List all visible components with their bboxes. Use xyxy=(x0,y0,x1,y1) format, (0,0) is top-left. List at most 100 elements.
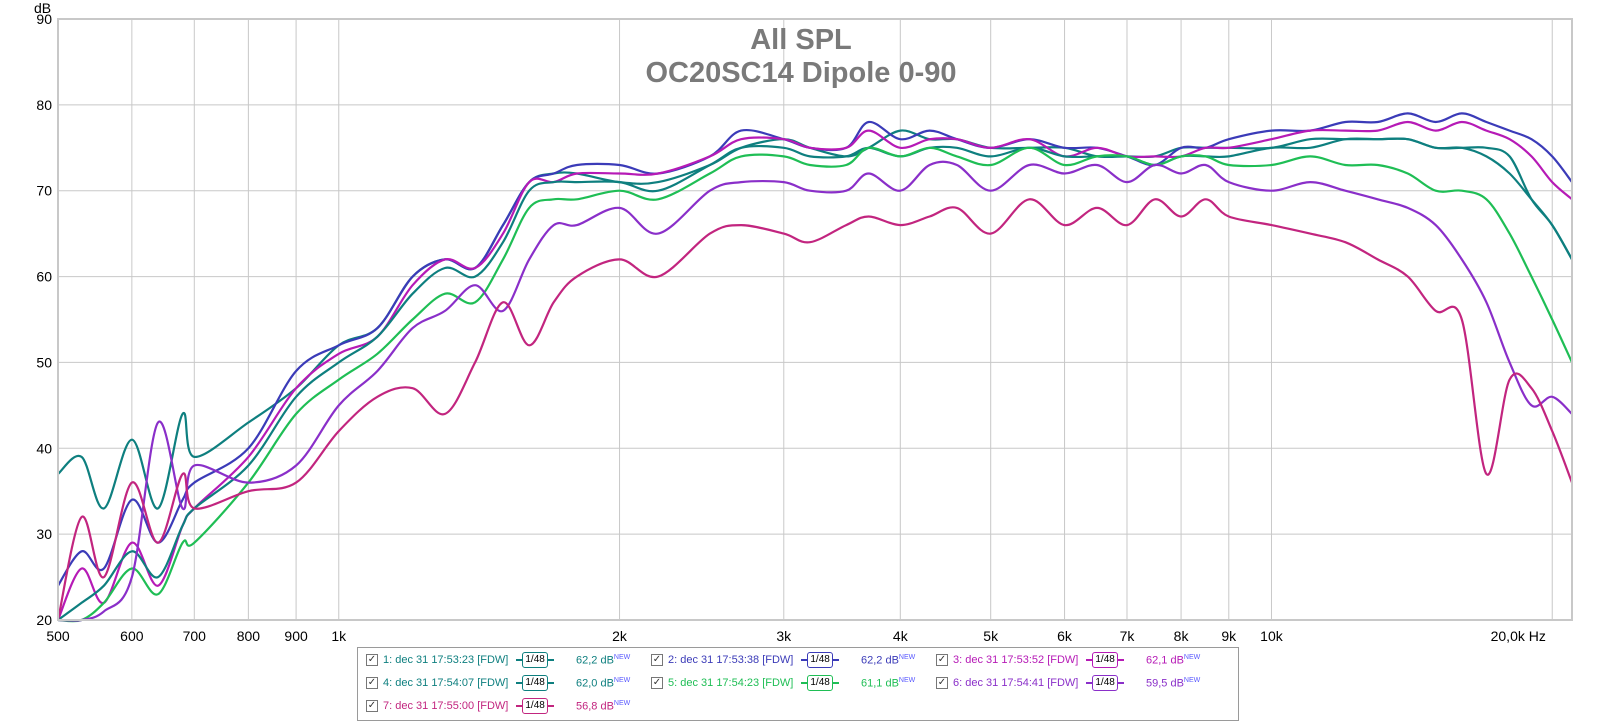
legend-item-5[interactable]: ✓ 5: dec 31 17:54:23 [FDW] 1/48 61,1 dBNEW xyxy=(651,673,915,693)
smoothing-dash xyxy=(1086,682,1093,684)
x-tick-label: 8k xyxy=(1174,628,1190,644)
legend-series-name: 2: dec 31 17:53:38 [FDW] xyxy=(668,654,794,666)
legend-level-value: 62,1 dB xyxy=(1146,654,1184,667)
smoothing-dash xyxy=(1086,659,1093,661)
legend-item-4[interactable]: ✓ 4: dec 31 17:54:07 [FDW] 1/48 62,0 dBNEW xyxy=(366,673,630,693)
smoothing-indicator[interactable]: 1/48 xyxy=(801,675,839,691)
legend: ✓ 1: dec 31 17:53:23 [FDW] 1/48 62,2 dBNEW ✓… xyxy=(357,647,1239,721)
smoothing-indicator[interactable]: 1/48 xyxy=(1086,675,1124,691)
smoothing-dash xyxy=(516,682,523,684)
legend-level-value: 56,8 dB xyxy=(576,700,614,713)
new-tag: NEW xyxy=(613,699,631,707)
plot-frame xyxy=(57,18,1573,621)
legend-checkbox[interactable]: ✓ xyxy=(366,677,378,689)
legend-series-name: 4: dec 31 17:54:07 [FDW] xyxy=(383,677,509,689)
smoothing-label: 1/48 xyxy=(522,698,548,714)
legend-checkbox[interactable]: ✓ xyxy=(366,700,378,712)
y-tick-label: 80 xyxy=(36,97,52,113)
legend-item-1[interactable]: ✓ 1: dec 31 17:53:23 [FDW] 1/48 62,2 dBNEW xyxy=(366,650,630,670)
legend-level: 56,8 dBNEW xyxy=(576,700,630,713)
smoothing-indicator[interactable]: 1/48 xyxy=(801,652,839,668)
y-tick-label: 40 xyxy=(36,440,52,456)
legend-item-6[interactable]: ✓ 6: dec 31 17:54:41 [FDW] 1/48 59,5 dBNEW xyxy=(936,673,1200,693)
smoothing-dash xyxy=(832,659,839,661)
series-line-4 xyxy=(57,137,1573,621)
legend-checkbox[interactable]: ✓ xyxy=(651,654,663,666)
legend-level-value: 62,2 dB xyxy=(861,654,899,667)
y-tick-label: 20 xyxy=(36,612,52,628)
smoothing-dash xyxy=(1117,682,1124,684)
smoothing-indicator[interactable]: 1/48 xyxy=(516,698,554,714)
smoothing-dash xyxy=(832,682,839,684)
legend-level: 62,1 dBNEW xyxy=(1146,654,1200,667)
smoothing-dash xyxy=(547,659,554,661)
smoothing-indicator[interactable]: 1/48 xyxy=(516,675,554,691)
legend-series-name: 5: dec 31 17:54:23 [FDW] xyxy=(668,677,794,689)
legend-checkbox[interactable]: ✓ xyxy=(651,677,663,689)
y-tick-label: 60 xyxy=(36,269,52,285)
y-axis-label: dB xyxy=(34,0,51,16)
y-tick-label: 90 xyxy=(36,11,52,27)
legend-level: 62,2 dBNEW xyxy=(576,654,630,667)
legend-level-value: 59,5 dB xyxy=(1146,677,1184,690)
x-tick-label: 1k xyxy=(331,628,347,644)
new-tag: NEW xyxy=(613,676,631,684)
x-tick-label: 700 xyxy=(183,628,207,644)
x-tick-label: 20,0k Hz xyxy=(1491,628,1546,644)
x-tick-label: 800 xyxy=(237,628,261,644)
x-tick-label: 2k xyxy=(612,628,628,644)
legend-item-3[interactable]: ✓ 3: dec 31 17:53:52 [FDW] 1/48 62,1 dBNEW xyxy=(936,650,1200,670)
x-tick-label: 6k xyxy=(1057,628,1073,644)
smoothing-indicator[interactable]: 1/48 xyxy=(1086,652,1124,668)
new-tag: NEW xyxy=(1183,676,1201,684)
smoothing-dash xyxy=(547,682,554,684)
legend-item-7[interactable]: ✓ 7: dec 31 17:55:00 [FDW] 1/48 56,8 dBNEW xyxy=(366,696,630,716)
series-line-6 xyxy=(57,160,1573,622)
smoothing-dash xyxy=(516,659,523,661)
legend-level: 62,0 dBNEW xyxy=(576,677,630,690)
smoothing-label: 1/48 xyxy=(1092,675,1118,691)
series-line-3 xyxy=(56,120,1573,621)
legend-checkbox[interactable]: ✓ xyxy=(936,654,948,666)
legend-checkbox[interactable]: ✓ xyxy=(936,677,948,689)
x-tick-label: 7k xyxy=(1120,628,1136,644)
x-tick-label: 5k xyxy=(983,628,999,644)
x-tick-label: 500 xyxy=(46,628,70,644)
axis-ticks: 20 30 40 50 60 70 80 90 500 600 700 800 900 1k 2k 3k 4k 5… xyxy=(36,11,1545,644)
legend-series-name: 6: dec 31 17:54:41 [FDW] xyxy=(953,677,1079,689)
legend-level: 62,2 dBNEW xyxy=(861,654,915,667)
y-tick-label: 70 xyxy=(36,183,52,199)
new-tag: NEW xyxy=(1183,653,1201,661)
spl-chart: 20 30 40 50 60 70 80 90 500 600 700 800 900 1k 2k 3k 4k 5… xyxy=(34,0,1574,644)
y-tick-label: 30 xyxy=(36,526,52,542)
legend-series-name: 7: dec 31 17:55:00 [FDW] xyxy=(383,700,509,712)
legend-item-2[interactable]: ✓ 2: dec 31 17:53:38 [FDW] 1/48 62,2 dBNEW xyxy=(651,650,915,670)
x-tick-label: 10k xyxy=(1260,628,1284,644)
new-tag: NEW xyxy=(898,676,916,684)
smoothing-label: 1/48 xyxy=(522,675,548,691)
y-tick-label: 50 xyxy=(36,354,52,370)
x-tick-label: 900 xyxy=(284,628,308,644)
smoothing-label: 1/48 xyxy=(522,652,548,668)
new-tag: NEW xyxy=(898,653,916,661)
legend-level: 61,1 dBNEW xyxy=(861,677,915,690)
x-tick-label: 600 xyxy=(120,628,144,644)
legend-series-name: 1: dec 31 17:53:23 [FDW] xyxy=(383,654,509,666)
x-tick-label: 4k xyxy=(893,628,909,644)
legend-level: 59,5 dBNEW xyxy=(1146,677,1200,690)
smoothing-indicator[interactable]: 1/48 xyxy=(516,652,554,668)
smoothing-dash xyxy=(547,705,554,707)
plot-area xyxy=(57,18,1573,621)
series-line-5 xyxy=(57,146,1573,623)
smoothing-label: 1/48 xyxy=(807,675,833,691)
x-tick-label: 9k xyxy=(1221,628,1237,644)
chart-title: All SPL xyxy=(750,24,852,56)
smoothing-dash xyxy=(801,659,808,661)
legend-level-value: 62,2 dB xyxy=(576,654,614,667)
smoothing-dash xyxy=(1117,659,1124,661)
legend-series-name: 3: dec 31 17:53:52 [FDW] xyxy=(953,654,1079,666)
chart-subtitle: OC20SC14 Dipole 0-90 xyxy=(645,57,956,89)
legend-checkbox[interactable]: ✓ xyxy=(366,654,378,666)
smoothing-label: 1/48 xyxy=(807,652,833,668)
series-group xyxy=(56,112,1574,623)
